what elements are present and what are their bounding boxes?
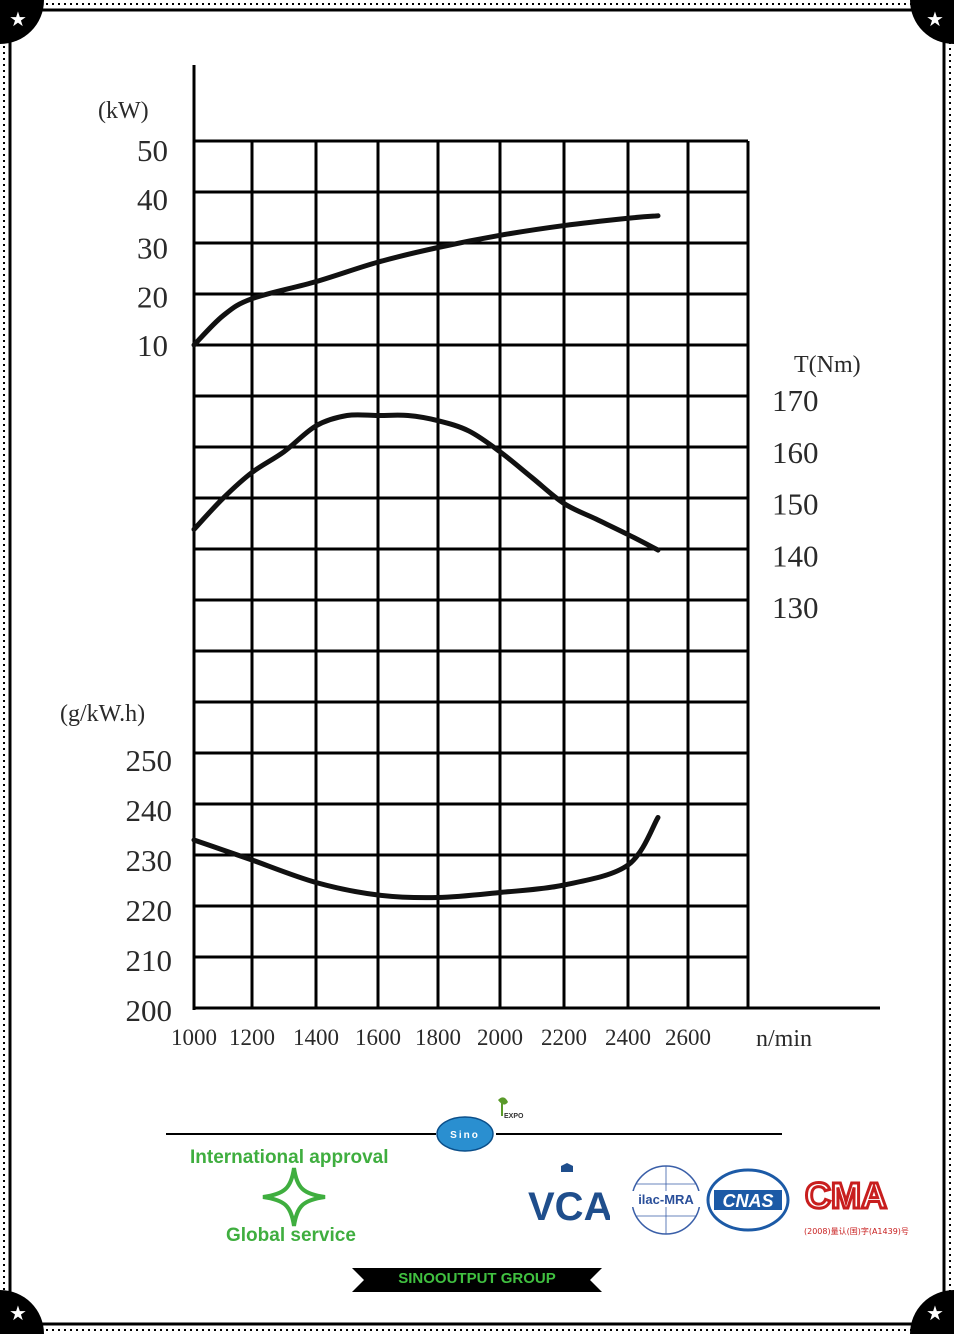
cma-logo-text: CMA <box>805 1175 887 1216</box>
sino-logo-text: Sino <box>450 1130 480 1141</box>
power-tick-label: 10 <box>137 328 168 363</box>
fuel-tick-label: 240 <box>126 793 173 828</box>
svg-text:★: ★ <box>926 7 944 31</box>
group-banner <box>352 1268 602 1292</box>
cma-logo: CMA <box>804 1174 888 1218</box>
corner-star-icon: ★ <box>910 0 954 44</box>
x-tick-label: 2000 <box>477 1025 523 1050</box>
chart-axes <box>192 65 880 1010</box>
power-axis-unit: (kW) <box>98 98 149 124</box>
fuel-tick-label: 230 <box>126 843 173 878</box>
x-axis-label: n/min <box>756 1026 812 1052</box>
vca-logo-text: VCA <box>528 1185 610 1229</box>
torque-tick-label: 140 <box>772 538 819 573</box>
torque-tick-label: 150 <box>772 487 819 522</box>
vca-logo: VCA <box>528 1163 610 1229</box>
cnas-logo: CNAS <box>706 1168 790 1232</box>
fuel-tick-label: 220 <box>126 893 173 928</box>
x-tick-label: 2200 <box>541 1025 587 1050</box>
fuel-tick-label: 210 <box>126 943 173 978</box>
compass-star-icon <box>262 1167 326 1227</box>
power-curve <box>191 213 661 348</box>
chart-grid <box>192 139 750 1010</box>
footer-divider <box>496 1133 782 1135</box>
torque-axis-unit: T(Nm) <box>794 352 861 378</box>
power-tick-label: 30 <box>137 231 168 266</box>
torque-tick-label: 170 <box>772 383 819 418</box>
chart-series <box>191 213 661 901</box>
power-tick-label: 20 <box>137 279 168 314</box>
svg-text:★: ★ <box>9 7 27 31</box>
corner-star-icon: ★ <box>910 1290 954 1334</box>
ilac-mra-logo: ilac-MRA <box>630 1165 702 1235</box>
x-tick-label: 2600 <box>665 1025 711 1050</box>
international-approval-text: International approval <box>190 1147 389 1168</box>
fuel-tick-label: 250 <box>126 743 173 778</box>
cnas-logo-text: CNAS <box>722 1191 773 1211</box>
ilac-logo-text: ilac-MRA <box>638 1192 694 1207</box>
power-tick-label: 50 <box>137 133 168 168</box>
fuel-curve <box>191 815 661 901</box>
footer-divider <box>166 1133 436 1135</box>
x-tick-label: 1800 <box>415 1025 461 1050</box>
svg-text:★: ★ <box>926 1301 944 1325</box>
x-tick-label: 1400 <box>293 1025 339 1050</box>
expo-logo: EXPO <box>498 1097 524 1120</box>
expo-logo-text: EXPO <box>504 1113 524 1120</box>
x-tick-label: 1000 <box>171 1025 217 1050</box>
power-tick-label: 40 <box>137 182 168 217</box>
x-tick-label: 1200 <box>229 1025 275 1050</box>
corner-star-icon: ★ <box>0 0 44 44</box>
svg-text:★: ★ <box>9 1301 27 1325</box>
x-tick-label: 1600 <box>355 1025 401 1050</box>
group-name: SINOOUTPUT GROUP <box>398 1270 556 1287</box>
sino-logo: Sino <box>436 1116 494 1152</box>
torque-curve <box>191 412 661 553</box>
cma-certificate-number: (2008)量认(国)字(A1439)号 <box>804 1227 909 1236</box>
chart-tick-labels: 10 20 30 40 50 170 160 150 140 130 250 240 230 220 210… <box>60 98 861 1052</box>
fuel-axis-unit: (g/kW.h) <box>60 701 145 727</box>
torque-tick-label: 130 <box>772 590 819 625</box>
fuel-tick-label: 200 <box>126 993 173 1028</box>
torque-tick-label: 160 <box>772 435 819 470</box>
global-service-text: Global service <box>226 1225 356 1246</box>
x-tick-label: 2400 <box>605 1025 651 1050</box>
corner-star-icon: ★ <box>0 1290 44 1334</box>
